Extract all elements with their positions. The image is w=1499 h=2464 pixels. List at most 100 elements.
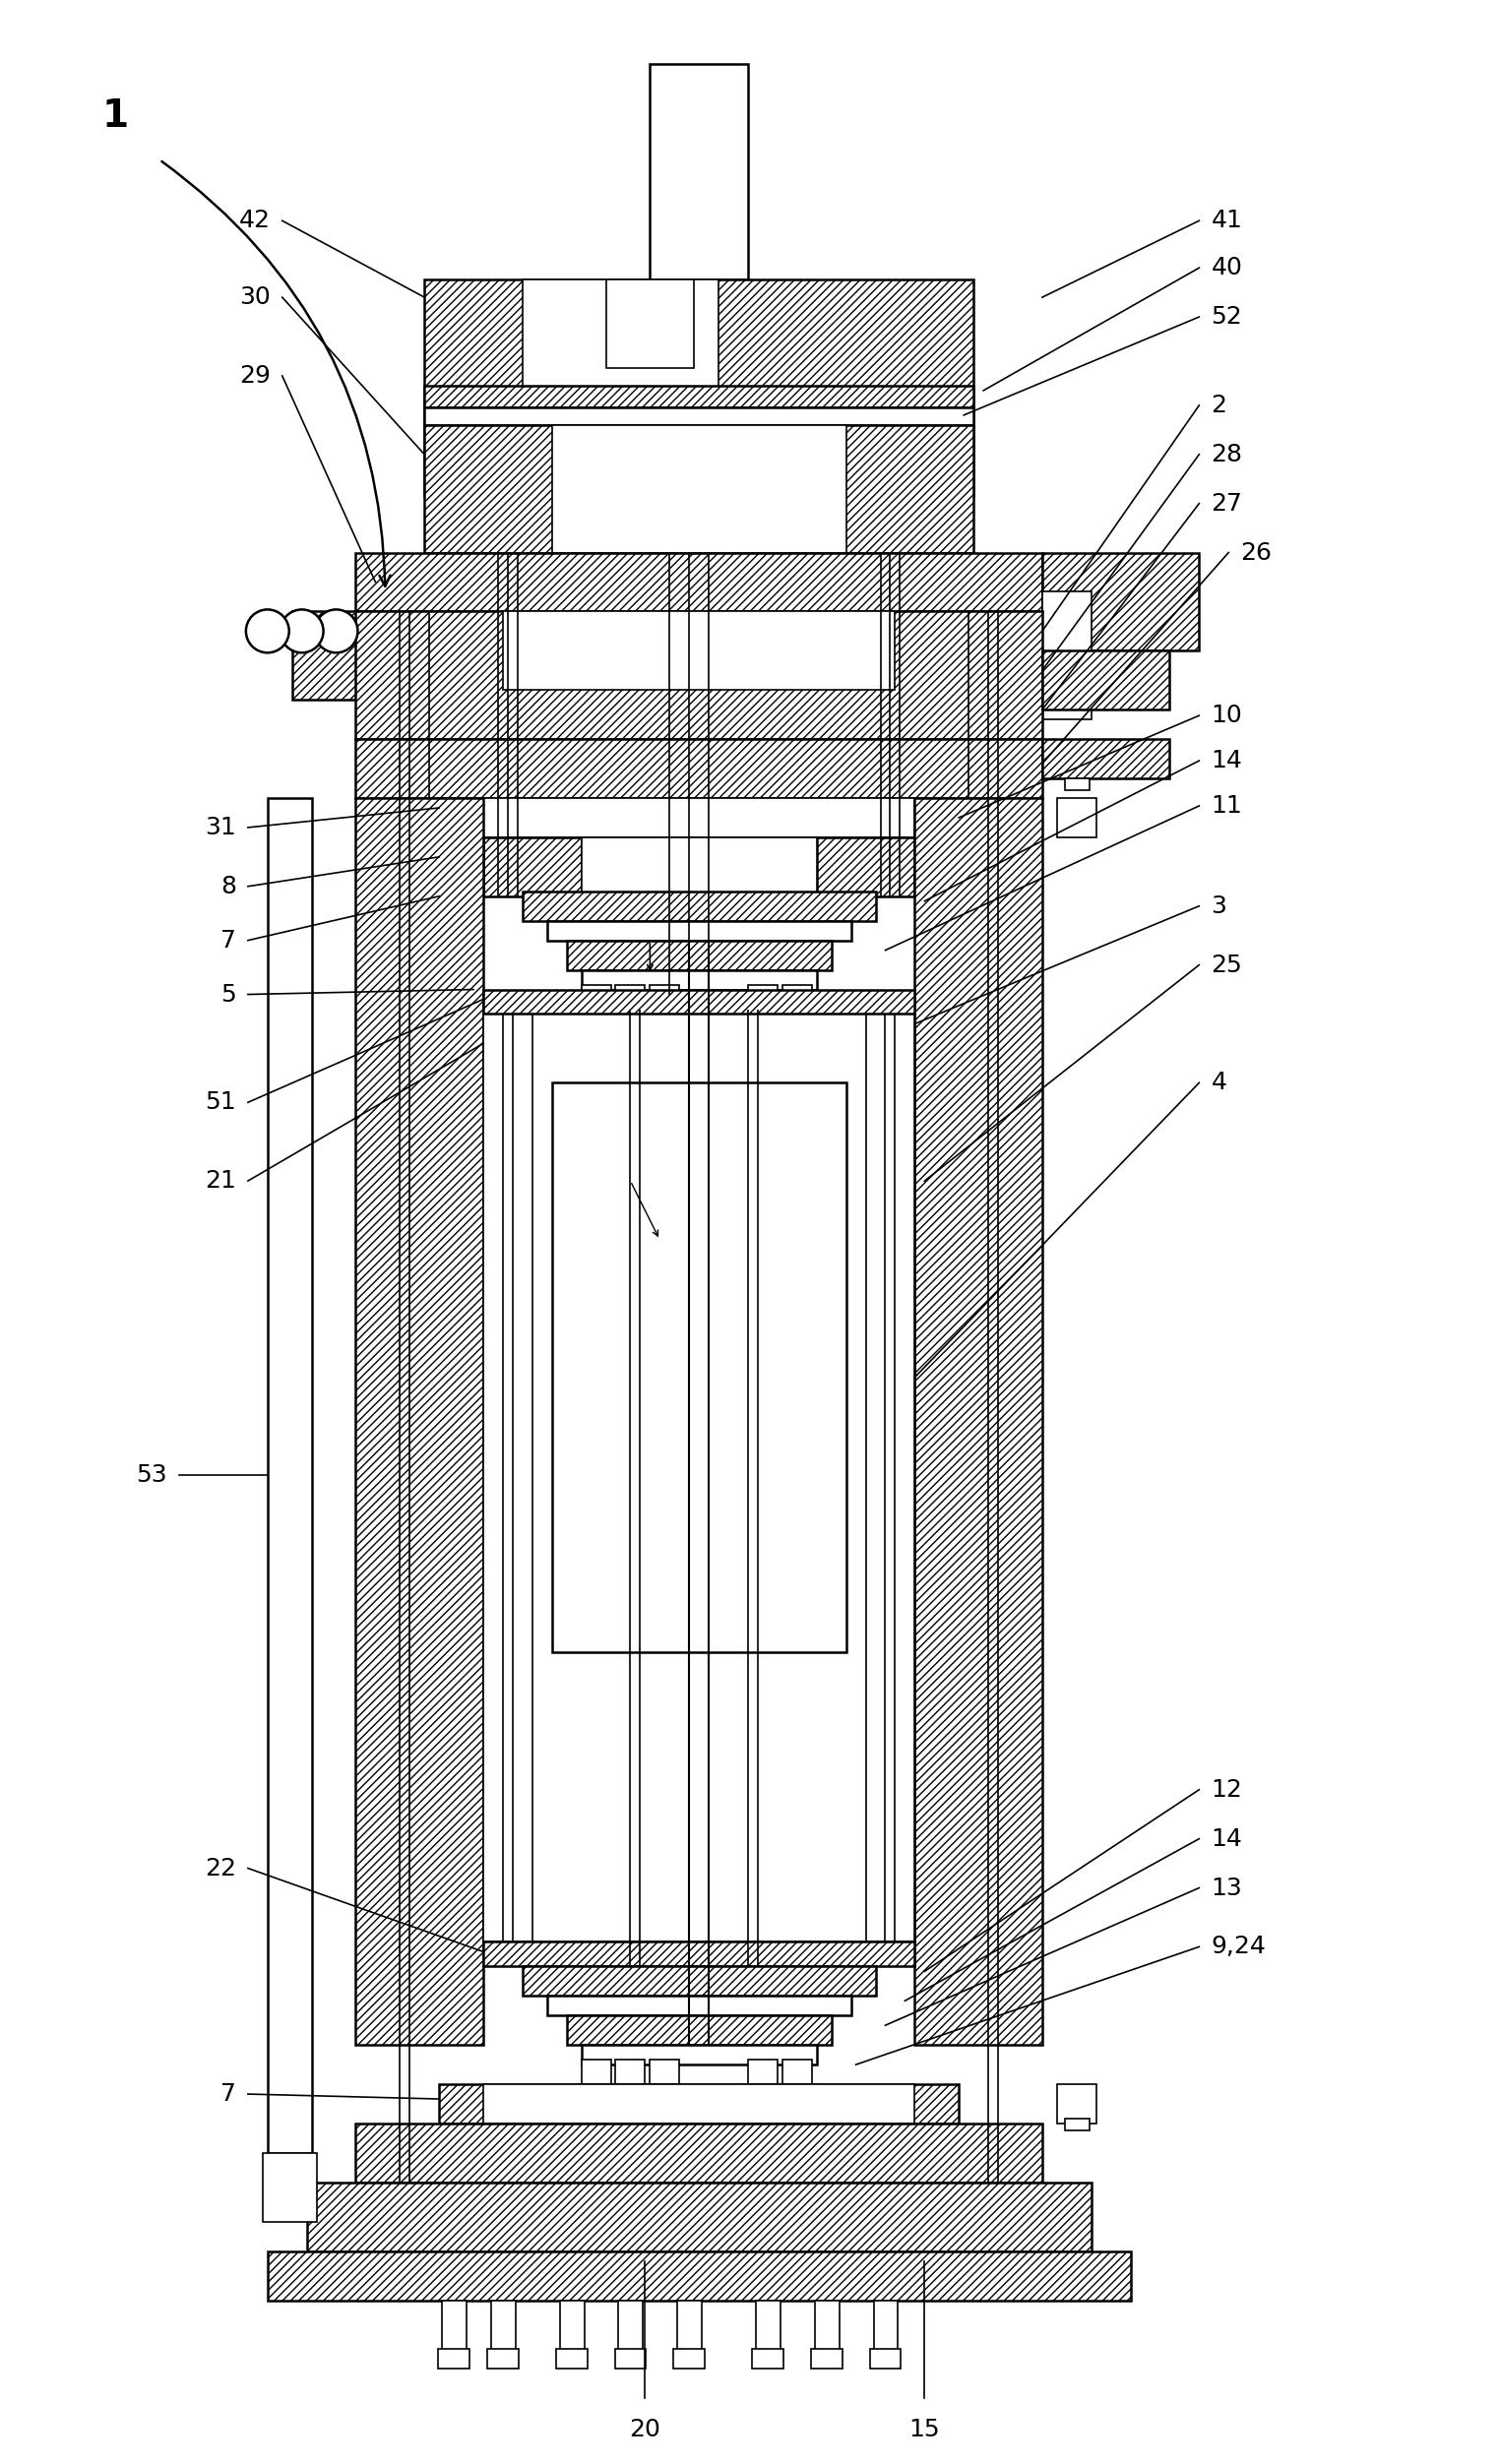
Bar	[582, 2045, 817, 2065]
Text: 11: 11	[1211, 793, 1243, 818]
Circle shape	[315, 609, 358, 653]
Bar	[483, 798, 914, 838]
Bar	[1042, 650, 1169, 710]
Text: 5: 5	[220, 983, 237, 1005]
Bar	[513, 1010, 532, 1942]
Bar	[678, 2301, 702, 2358]
Bar	[869, 2348, 901, 2368]
Text: 7: 7	[220, 929, 237, 951]
Text: 28: 28	[1211, 444, 1243, 466]
Bar	[567, 2016, 832, 2045]
Text: 3: 3	[1211, 894, 1226, 917]
Bar	[355, 739, 1042, 798]
Bar	[523, 278, 718, 387]
Bar	[556, 2348, 588, 2368]
Bar	[866, 1010, 886, 1942]
Bar	[502, 611, 895, 690]
Bar	[1042, 552, 1199, 650]
Bar	[439, 798, 959, 838]
Text: 4: 4	[1211, 1072, 1226, 1094]
Bar	[914, 798, 1042, 2045]
Bar	[559, 2301, 585, 2358]
Bar	[483, 2085, 914, 2124]
Bar	[582, 2060, 610, 2085]
Text: 52: 52	[1211, 306, 1243, 328]
Bar	[567, 941, 832, 971]
Text: 22: 22	[205, 1855, 237, 1880]
Bar	[424, 407, 973, 424]
Text: 15: 15	[908, 2417, 940, 2442]
Bar	[355, 611, 1042, 739]
Text: 27: 27	[1211, 493, 1243, 515]
Bar	[815, 2301, 839, 2358]
Bar	[262, 2154, 316, 2223]
Bar	[752, 2348, 784, 2368]
Bar	[673, 2348, 705, 2368]
Bar	[582, 838, 817, 897]
Bar	[523, 1966, 875, 1996]
Bar	[307, 2183, 1091, 2252]
Text: 20: 20	[630, 2417, 661, 2442]
Text: 7: 7	[220, 2082, 237, 2107]
Bar	[355, 552, 1042, 611]
Bar	[438, 2348, 469, 2368]
Circle shape	[246, 609, 289, 653]
Bar	[355, 798, 483, 2045]
FancyArrowPatch shape	[162, 163, 390, 586]
Bar	[442, 2301, 466, 2358]
Bar	[582, 986, 610, 1010]
Bar	[487, 2348, 519, 2368]
Text: 42: 42	[238, 209, 270, 232]
Text: 13: 13	[1211, 1875, 1243, 1900]
Bar	[895, 1010, 914, 1942]
Text: 14: 14	[1211, 1826, 1243, 1850]
Text: 1: 1	[102, 96, 129, 136]
Bar	[267, 798, 312, 2154]
Bar	[782, 2060, 812, 2085]
Text: 21: 21	[205, 1168, 237, 1193]
Text: 25: 25	[1211, 954, 1243, 976]
Text: 40: 40	[1211, 256, 1243, 278]
Bar	[523, 892, 875, 922]
Bar	[582, 971, 817, 991]
Bar	[547, 922, 851, 941]
Text: 53: 53	[136, 1464, 168, 1488]
Text: 51: 51	[205, 1092, 237, 1114]
Bar	[782, 986, 812, 1010]
Bar	[811, 2348, 842, 2368]
Circle shape	[280, 609, 324, 653]
Bar	[619, 2301, 643, 2358]
Bar	[483, 1010, 502, 1942]
Bar	[292, 611, 375, 700]
Text: 2: 2	[1211, 394, 1226, 416]
Bar	[1042, 739, 1169, 779]
Text: 8: 8	[220, 875, 237, 899]
Bar	[616, 2060, 645, 2085]
Bar	[1064, 2119, 1090, 2131]
Bar	[492, 2301, 516, 2358]
Bar	[483, 1010, 914, 1942]
Bar	[1064, 779, 1090, 791]
Bar	[615, 2348, 646, 2368]
Text: 10: 10	[1211, 705, 1243, 727]
Bar	[267, 2252, 1130, 2301]
Bar	[547, 1996, 851, 2016]
Bar	[874, 2301, 898, 2358]
Bar	[748, 986, 778, 1010]
Text: 26: 26	[1240, 540, 1271, 564]
Bar	[552, 1082, 845, 1653]
Bar	[755, 2301, 781, 2358]
Bar	[616, 986, 645, 1010]
Bar	[552, 424, 845, 552]
Bar	[483, 838, 582, 897]
Bar	[1057, 2085, 1096, 2124]
Bar	[606, 278, 694, 367]
Bar	[483, 991, 914, 1015]
Text: 30: 30	[240, 286, 270, 308]
Bar	[651, 64, 748, 278]
Bar	[1057, 798, 1096, 838]
Bar	[651, 986, 679, 1010]
Text: 41: 41	[1211, 209, 1243, 232]
Text: 31: 31	[205, 816, 237, 840]
Bar	[424, 424, 679, 552]
